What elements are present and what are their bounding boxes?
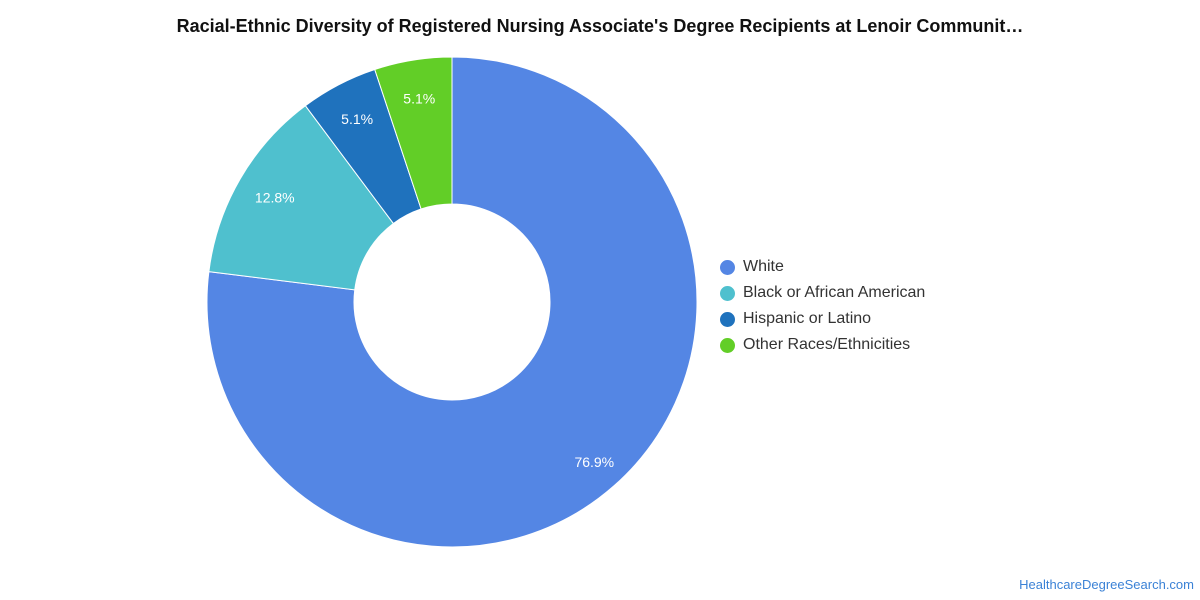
legend-label: White <box>743 258 784 275</box>
legend-item-black-or-african-american[interactable]: Black or African American <box>720 280 925 306</box>
legend-item-hispanic-or-latino[interactable]: Hispanic or Latino <box>720 306 925 332</box>
chart-title: Racial-Ethnic Diversity of Registered Nu… <box>176 16 1024 36</box>
slice-label-other-races-ethnicities: 5.1% <box>403 90 435 106</box>
donut-slice-white[interactable] <box>206 56 698 548</box>
donut-slices <box>206 56 698 548</box>
legend-item-other-races-ethnicities[interactable]: Other Races/Ethnicities <box>720 332 925 358</box>
donut-slice-black-or-african-american[interactable] <box>208 105 395 291</box>
legend-label: Other Races/Ethnicities <box>743 336 911 353</box>
legend-label: Black or African American <box>743 284 926 301</box>
legend-swatch-icon <box>720 311 735 327</box>
legend-swatch-icon <box>720 337 735 353</box>
legend-swatch-icon <box>720 285 735 301</box>
donut-slice-labels: 76.9% 12.8% 5.1% 5.1% <box>255 90 614 470</box>
legend-swatch-icon <box>720 259 735 275</box>
slice-label-white: 76.9% <box>574 454 614 470</box>
slice-label-hispanic-or-latino: 5.1% <box>341 111 373 127</box>
source-watermark[interactable]: HealthcareDegreeSearch.com <box>1019 577 1194 592</box>
legend-label: Hispanic or Latino <box>743 310 872 327</box>
legend-item-white[interactable]: White <box>720 254 925 280</box>
donut-slice-other-races-ethnicities[interactable] <box>374 56 453 210</box>
chart-legend: White Black or African American Hispanic o… <box>720 254 925 358</box>
slice-label-black-or-african-american: 12.8% <box>255 190 295 206</box>
